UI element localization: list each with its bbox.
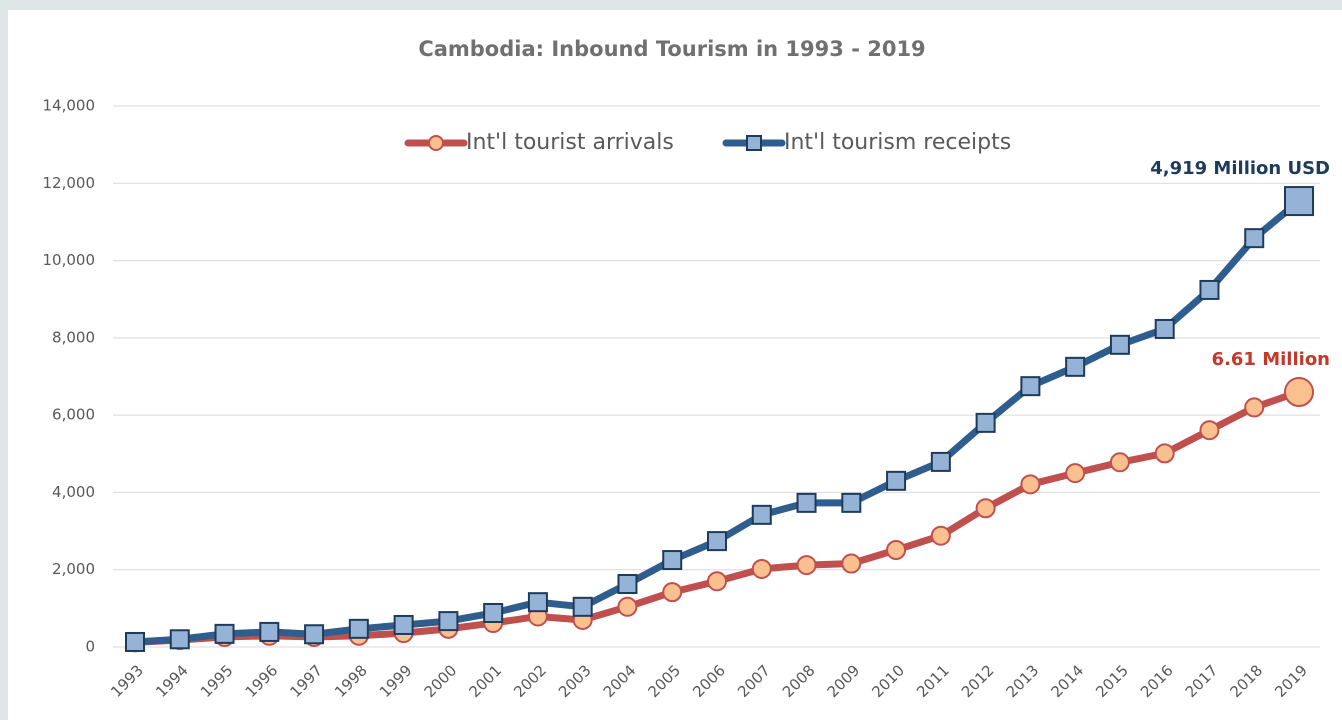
marker <box>751 504 772 525</box>
y-tick-label: 10,000 <box>43 251 96 269</box>
legend-item: Int'l tourist arrivals <box>404 130 674 155</box>
marker <box>1199 420 1220 441</box>
marker <box>751 558 772 579</box>
marker <box>125 631 145 652</box>
marker <box>527 592 548 613</box>
marker <box>1244 228 1265 249</box>
marker <box>796 555 817 576</box>
marker <box>1109 452 1130 473</box>
marker <box>572 596 593 617</box>
legend-swatch-marker <box>428 135 444 151</box>
marker <box>707 571 727 592</box>
marker <box>975 412 996 433</box>
y-tick-label: 2,000 <box>52 560 95 578</box>
marker <box>930 525 951 546</box>
marker <box>796 492 817 513</box>
legend-label: Int'l tourist arrivals <box>466 130 674 155</box>
marker <box>1065 356 1086 377</box>
marker <box>348 618 369 639</box>
marker <box>1020 376 1041 397</box>
marker <box>662 550 683 571</box>
marker <box>304 624 325 645</box>
marker <box>1284 186 1314 217</box>
marker <box>617 574 638 595</box>
legend-item: Int'l tourism receipts <box>722 130 1011 155</box>
annotation: 6.61 Million <box>1212 349 1330 370</box>
y-tick-label: 12,000 <box>43 174 96 192</box>
marker <box>841 492 862 513</box>
marker <box>393 614 414 635</box>
legend-label: Int'l tourism receipts <box>784 130 1011 155</box>
marker <box>1154 318 1175 339</box>
y-tick-label: 8,000 <box>52 328 95 346</box>
marker <box>438 611 459 632</box>
marker <box>483 602 504 623</box>
chart-title: Cambodia: Inbound Tourism in 1993 - 2019 <box>418 37 925 61</box>
marker <box>617 596 638 617</box>
marker <box>1065 463 1086 484</box>
marker <box>975 498 996 519</box>
marker <box>1020 474 1041 495</box>
annotation: 4,919 Million USD <box>1150 158 1330 179</box>
marker <box>1109 334 1130 355</box>
marker <box>1154 443 1175 464</box>
marker <box>886 540 907 561</box>
y-tick-label: 4,000 <box>52 483 95 501</box>
legend-swatch-marker <box>746 135 762 151</box>
marker <box>1284 376 1314 407</box>
y-tick-label: 6,000 <box>52 406 95 424</box>
marker <box>169 629 190 650</box>
marker <box>707 531 727 552</box>
marker <box>886 470 907 491</box>
marker <box>662 582 683 603</box>
y-tick-label: 14,000 <box>43 97 96 115</box>
marker <box>1244 397 1265 418</box>
marker <box>1199 279 1220 300</box>
marker <box>930 451 951 472</box>
marker <box>841 553 862 574</box>
marker <box>214 623 235 644</box>
marker <box>259 621 280 642</box>
chart-panel <box>8 10 1342 720</box>
y-tick-label: 0 <box>85 638 95 656</box>
